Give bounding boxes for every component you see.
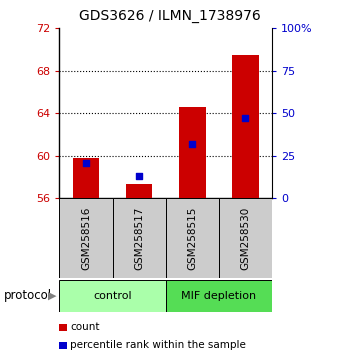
Point (136, 173, 142, 179)
Bar (59, 280, 166, 312)
Bar (73, 158, 99, 198)
Text: control: control (93, 291, 132, 301)
Point (83, 160, 89, 165)
Bar (166, 198, 219, 278)
Text: percentile rank within the sample: percentile rank within the sample (70, 340, 246, 350)
Bar (232, 55, 259, 198)
Text: GDS3626 / ILMN_1738976: GDS3626 / ILMN_1738976 (79, 9, 261, 23)
Text: GSM258515: GSM258515 (187, 206, 197, 270)
Text: MIF depletion: MIF depletion (181, 291, 256, 301)
Point (243, 115, 248, 121)
Text: GSM258530: GSM258530 (240, 206, 251, 270)
Point (190, 141, 195, 147)
Text: protocol: protocol (3, 289, 52, 302)
Bar (113, 198, 166, 278)
Bar (59, 198, 113, 278)
Text: GSM258517: GSM258517 (134, 206, 144, 270)
Bar (179, 107, 206, 198)
Bar (166, 280, 272, 312)
Bar (126, 184, 152, 198)
Text: ▶: ▶ (48, 291, 56, 301)
Bar (219, 198, 272, 278)
Text: GSM258516: GSM258516 (81, 206, 91, 270)
Text: count: count (70, 322, 100, 332)
